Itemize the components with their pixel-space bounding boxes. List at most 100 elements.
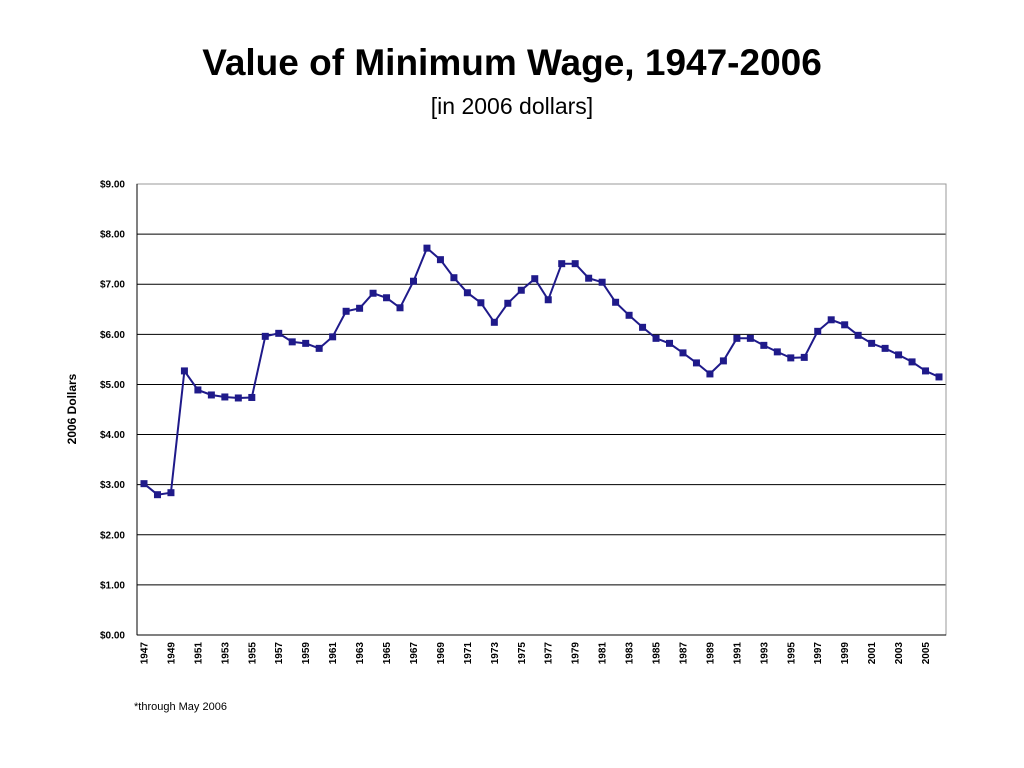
data-point [598, 278, 606, 286]
data-point [544, 296, 552, 304]
data-point [746, 334, 754, 342]
data-point [625, 311, 633, 319]
x-tick-label: 1979 [571, 642, 582, 665]
x-tick-label: 1983 [625, 642, 636, 665]
data-point [827, 316, 835, 324]
data-point [800, 353, 808, 361]
data-point [585, 274, 593, 282]
y-tick-label: $0.00 [100, 631, 125, 642]
gridlines [137, 183, 946, 636]
data-point [302, 339, 310, 347]
x-tick-label: 1949 [166, 642, 177, 665]
data-point [571, 260, 579, 268]
data-point [167, 489, 175, 497]
data-point [477, 299, 485, 307]
data-point [221, 393, 229, 401]
data-point [396, 304, 404, 312]
x-tick-label: 1987 [678, 642, 689, 665]
x-tick-label: 1955 [247, 642, 258, 665]
data-point [881, 344, 889, 352]
data-point [463, 289, 471, 297]
data-point [450, 274, 458, 282]
data-point [436, 256, 444, 264]
x-tick-label: 1951 [193, 642, 204, 665]
data-point [868, 339, 876, 347]
x-tick-label: 1967 [409, 642, 420, 665]
data-point [342, 307, 350, 315]
data-point [504, 299, 512, 307]
y-tick-label: $4.00 [100, 430, 125, 441]
data-point [841, 321, 849, 329]
x-tick-label: 1963 [355, 642, 366, 665]
data-point [719, 357, 727, 365]
data-point [679, 349, 687, 357]
data-point [922, 367, 930, 375]
data-point [234, 394, 242, 402]
x-tick-label: 1973 [490, 642, 501, 665]
data-point [760, 341, 768, 349]
y-axis-title: 2006 Dollars [65, 373, 79, 444]
data-point [639, 323, 647, 331]
x-tick-label: 1959 [301, 642, 312, 665]
data-point [706, 370, 714, 378]
data-point [329, 333, 337, 341]
x-tick-label: 1953 [220, 642, 231, 665]
y-tick-label: $3.00 [100, 480, 125, 491]
data-point [666, 339, 674, 347]
data-point [383, 294, 391, 302]
y-axis-tick-labels: $0.00 $1.00 $2.00 $3.00 $4.00 $5.00 $6.00 $7.00… [100, 180, 125, 642]
data-point [153, 491, 161, 499]
data-point [194, 386, 202, 394]
data-point [315, 344, 323, 352]
data-point [558, 260, 566, 268]
series-line [143, 246, 940, 496]
x-tick-label: 1961 [328, 642, 339, 665]
data-point [409, 277, 417, 285]
data-point [733, 334, 741, 342]
data-point [180, 367, 188, 375]
plot-border [136, 183, 947, 636]
series-layer [140, 244, 943, 499]
y-tick-label: $7.00 [100, 280, 125, 291]
x-tick-label: 1991 [732, 642, 743, 665]
data-point [248, 393, 256, 401]
data-point [787, 354, 795, 362]
data-point [854, 331, 862, 339]
x-tick-label: 2001 [867, 642, 878, 665]
y-tick-label: $6.00 [100, 330, 125, 341]
data-point [908, 358, 916, 366]
data-point [356, 304, 364, 312]
y-tick-label: $5.00 [100, 380, 125, 391]
data-point [692, 359, 700, 367]
x-tick-label: 1971 [463, 642, 474, 665]
x-tick-label: 2005 [921, 642, 932, 665]
x-tick-label: 1981 [598, 642, 609, 665]
y-tick-label: $9.00 [100, 180, 125, 191]
data-point [369, 289, 377, 297]
y-tick-label: $2.00 [100, 530, 125, 541]
data-point [490, 318, 498, 326]
data-point [288, 338, 296, 346]
x-tick-label: 1999 [840, 642, 851, 665]
x-tick-label: 1977 [544, 642, 555, 665]
data-point [612, 298, 620, 306]
x-tick-label: 1975 [517, 642, 528, 665]
data-point [652, 334, 660, 342]
x-tick-label: 1995 [786, 642, 797, 665]
footnote: *through May 2006 [134, 701, 227, 713]
x-tick-label: 2003 [894, 642, 905, 665]
data-point [423, 244, 431, 252]
y-tick-label: $1.00 [100, 580, 125, 591]
data-point [531, 275, 539, 283]
slide-title: Value of Minimum Wage, 1947-2006 [202, 42, 822, 83]
slide-subtitle: [in 2006 dollars] [430, 93, 594, 119]
data-point [935, 373, 943, 381]
data-point [207, 391, 215, 399]
data-point [140, 480, 148, 488]
plot-frame [136, 183, 947, 636]
data-point [895, 351, 903, 359]
x-tick-label: 1969 [436, 642, 447, 665]
x-tick-label: 1965 [382, 642, 393, 665]
x-tick-label: 1957 [274, 642, 285, 665]
